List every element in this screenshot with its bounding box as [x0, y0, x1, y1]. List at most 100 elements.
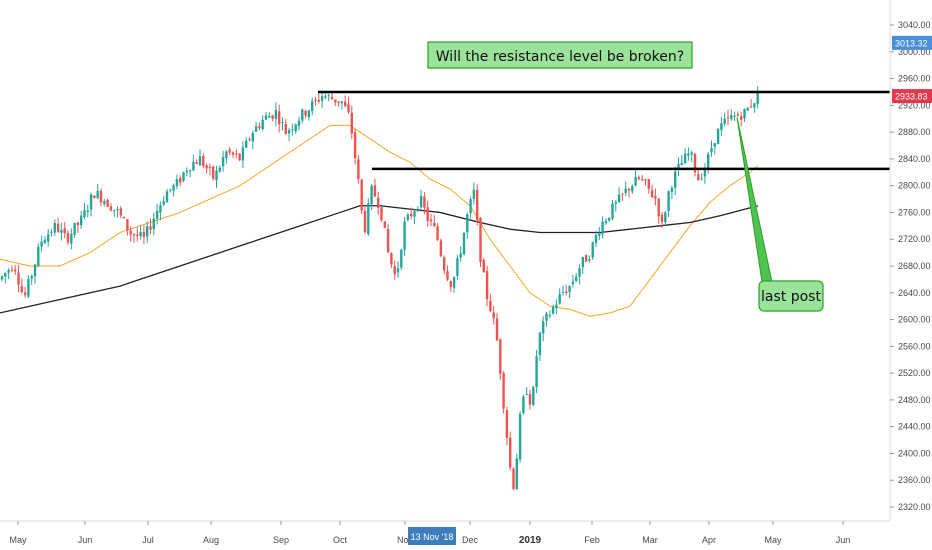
y-tick-label: 3040.00	[898, 20, 931, 30]
candle-body	[390, 253, 393, 265]
x-tick-label: Jun	[78, 535, 93, 545]
candle-body	[86, 210, 89, 212]
candle-body	[588, 259, 591, 261]
x-tick-label: Mar	[642, 535, 658, 545]
candle-body	[476, 190, 479, 220]
moving-average-short	[0, 124, 759, 317]
candle-body	[307, 110, 311, 118]
candle-body	[680, 163, 683, 165]
candle-body	[462, 232, 466, 255]
candle-body	[697, 174, 700, 181]
candle-body	[482, 260, 485, 273]
y-tick-label: 2840.00	[898, 154, 931, 164]
ma-short-line	[0, 124, 759, 317]
candle-body	[198, 156, 202, 166]
candle-body	[291, 129, 294, 131]
candle-body	[136, 234, 139, 237]
candle-body	[314, 99, 317, 101]
candle-body	[119, 208, 122, 216]
candle-body	[149, 226, 152, 230]
candle-body	[584, 255, 588, 262]
candle-body	[320, 96, 324, 102]
candle-body	[380, 207, 383, 221]
y-tick-label: 2960.00	[898, 74, 931, 84]
candle-body	[0, 276, 4, 280]
candle-body	[281, 122, 284, 124]
x-tick-label: Jun	[836, 535, 851, 545]
candle-body	[406, 214, 410, 220]
candle-body	[56, 223, 60, 232]
candle-body	[535, 356, 538, 387]
candle-body	[344, 101, 347, 107]
x-tick-label: Feb	[584, 535, 600, 545]
candle-body	[641, 179, 644, 181]
candle-body	[740, 116, 743, 120]
candle-body	[538, 332, 542, 356]
candle-body	[743, 109, 746, 119]
candle-body	[268, 115, 271, 118]
resistance-lines	[318, 90, 890, 171]
candle-body	[710, 148, 713, 153]
candle-body	[472, 189, 476, 199]
x-tick-label: 2019	[519, 535, 542, 546]
candle-body	[545, 313, 548, 321]
candle-body	[644, 179, 647, 181]
candle-body	[558, 293, 561, 304]
candle-body	[152, 218, 155, 230]
candle-body	[155, 210, 159, 219]
candle-body	[304, 110, 307, 116]
candle-body	[297, 120, 301, 127]
candle-body	[479, 218, 482, 262]
candle-body	[611, 203, 614, 219]
candle-body	[311, 101, 314, 112]
candle-body	[466, 214, 469, 233]
x-axis: May Jun Jul Aug Sep Oct Nov Dec 2019 Feb Mar Apr May…	[0, 520, 890, 546]
candle-body	[353, 132, 357, 159]
x-tick-label: Aug	[203, 535, 219, 545]
candle-body	[185, 170, 188, 173]
y-tick-label: 2680.00	[898, 261, 931, 271]
candle-body	[512, 468, 515, 489]
candle-body	[76, 222, 80, 225]
y-tick-label: 2640.00	[898, 288, 931, 298]
candle-body	[47, 234, 50, 242]
candle-body	[367, 203, 370, 235]
candle-body	[446, 271, 449, 280]
candle-body	[627, 188, 631, 191]
callout-pointer	[736, 116, 773, 283]
candle-body	[192, 161, 195, 171]
candle-body	[139, 231, 142, 237]
candle-body	[631, 185, 634, 192]
candle-body	[591, 242, 594, 258]
candle-body	[601, 221, 604, 235]
candle-body	[505, 410, 509, 438]
candle-body	[287, 130, 291, 134]
candle-body	[132, 234, 136, 236]
candle-body	[495, 318, 499, 341]
candle-body	[674, 171, 677, 188]
candle-body	[456, 258, 459, 276]
candle-body	[337, 101, 340, 104]
candle-body	[4, 272, 7, 277]
question-annotation-box	[427, 41, 693, 69]
candle-body	[730, 115, 733, 120]
candle-body	[469, 199, 472, 214]
candle-body	[241, 147, 245, 161]
candle-body	[228, 149, 231, 153]
candle-body	[60, 229, 63, 233]
candle-body	[667, 191, 670, 211]
candle-body	[357, 159, 360, 179]
candle-body	[205, 165, 208, 169]
candle-body	[608, 217, 611, 221]
candle-body	[27, 278, 30, 297]
price-label-box	[892, 89, 932, 104]
x-tick-label: May	[9, 535, 27, 545]
candle-body	[509, 437, 512, 468]
candle-body	[271, 115, 274, 119]
candle-body	[254, 126, 258, 132]
candle-body	[129, 230, 132, 235]
y-tick-label: 2760.00	[898, 207, 931, 217]
candle-body	[693, 154, 697, 173]
candle-body	[400, 249, 403, 268]
candle-body	[677, 163, 680, 170]
